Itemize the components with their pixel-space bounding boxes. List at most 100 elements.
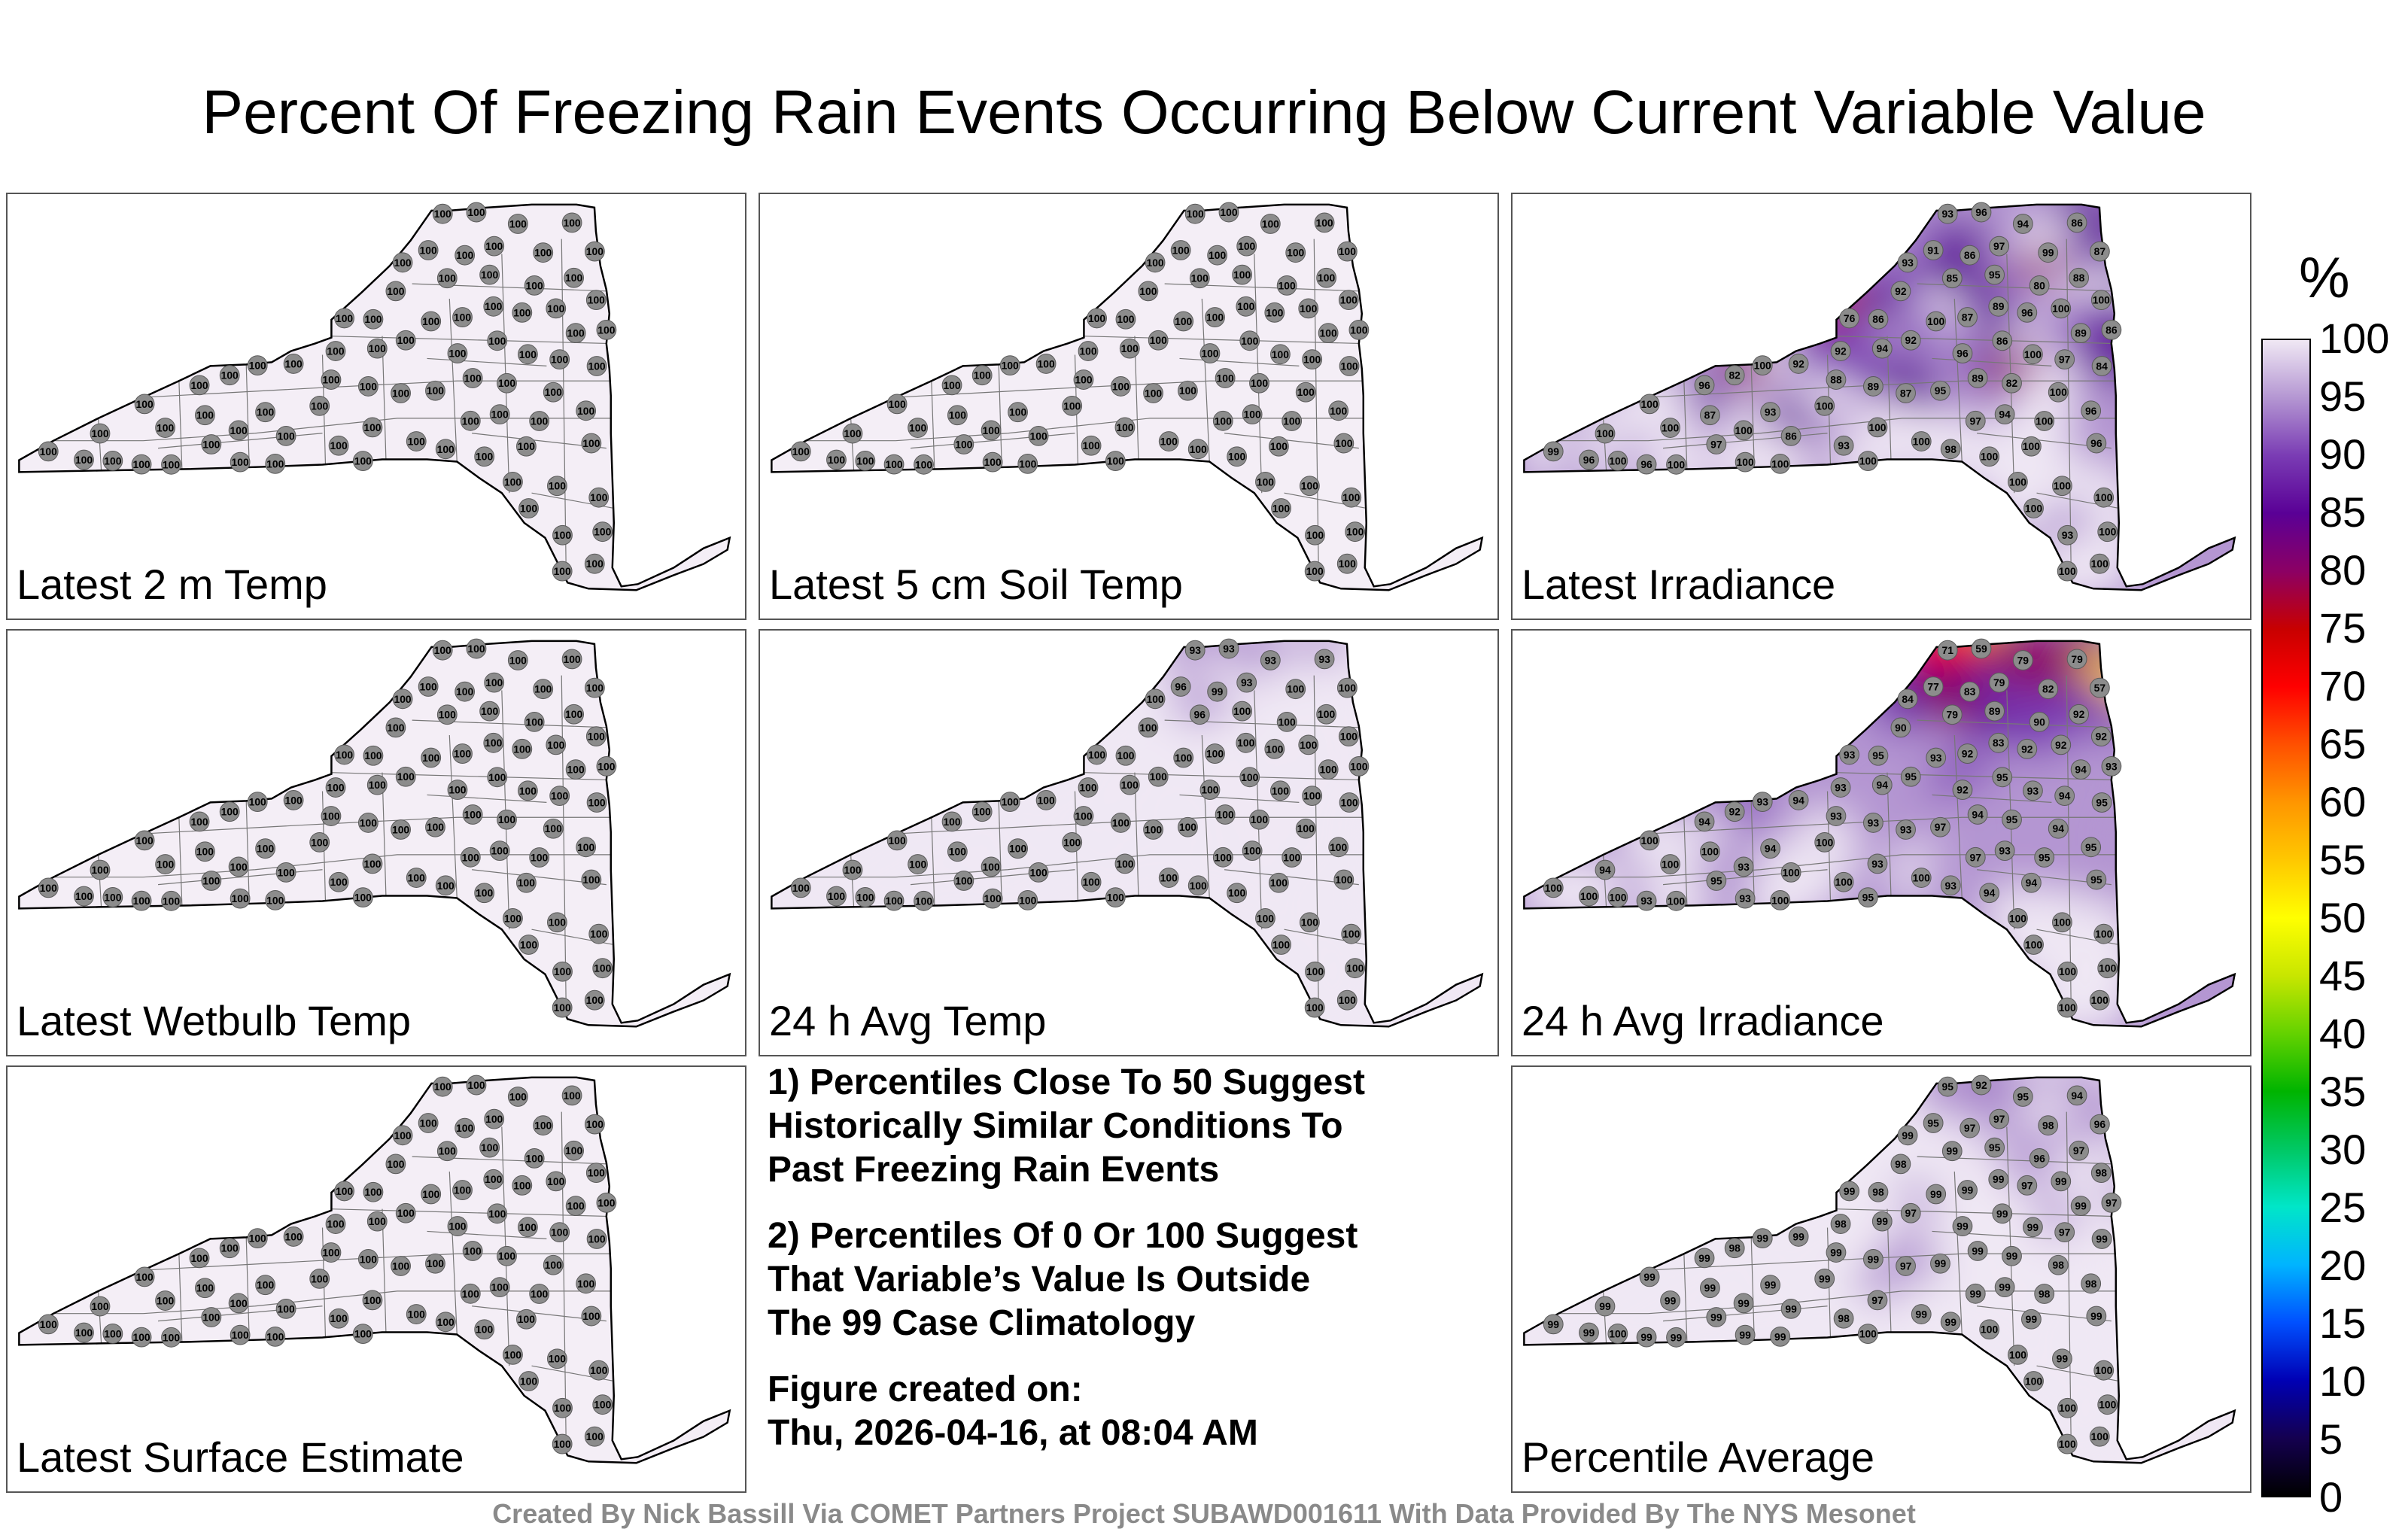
station-dot xyxy=(592,958,613,979)
station-value: 93 xyxy=(2062,529,2074,541)
station-marker: 100 xyxy=(2057,1433,2078,1454)
station-marker: 99 xyxy=(1814,1268,1835,1289)
station-marker: 100 xyxy=(363,745,384,766)
station-dot xyxy=(1733,856,1754,877)
station-dot xyxy=(518,498,539,518)
station-value: 96 xyxy=(2033,1152,2045,1164)
station-value: 99 xyxy=(1844,1185,1856,1197)
station-marker: 100 xyxy=(561,212,582,233)
station-marker: 97 xyxy=(2017,1175,2038,1196)
station-dot xyxy=(1115,745,1136,766)
station-dot xyxy=(596,755,617,777)
station-dot xyxy=(385,1154,406,1175)
station-marker: 100 xyxy=(1304,997,1325,1018)
station-dot xyxy=(189,375,210,396)
station-dot xyxy=(395,766,416,787)
station-value: 100 xyxy=(1320,327,1337,339)
station-dot xyxy=(462,804,483,825)
station-value: 100 xyxy=(1038,357,1055,369)
station-dot xyxy=(487,1203,508,1224)
station-dot xyxy=(479,264,500,285)
station-marker: 100 xyxy=(309,1268,330,1289)
station-marker: 100 xyxy=(2097,1394,2118,1415)
station-dot xyxy=(265,454,286,474)
station-dot xyxy=(512,1175,533,1196)
station-dot xyxy=(1314,649,1335,670)
station-value: 94 xyxy=(2059,790,2071,802)
station-value: 100 xyxy=(545,822,562,834)
station-marker: 100 xyxy=(479,701,500,722)
station-marker: 100 xyxy=(561,649,582,670)
station-marker: 86 xyxy=(1780,425,1801,446)
station-dot xyxy=(189,811,210,832)
station-dot xyxy=(1857,1324,1878,1345)
station-value: 100 xyxy=(1303,790,1321,802)
county-line xyxy=(448,298,458,462)
station-marker: 95 xyxy=(1900,766,1921,787)
station-marker: 100 xyxy=(2008,907,2028,929)
station-dot xyxy=(2054,1222,2075,1243)
station-dot xyxy=(1260,214,1281,234)
station-marker: 100 xyxy=(947,841,968,862)
station-value: 100 xyxy=(481,705,498,717)
station-value: 100 xyxy=(464,808,482,820)
station-dot xyxy=(581,433,602,454)
station-marker: 100 xyxy=(2089,1426,2110,1447)
station-marker: 100 xyxy=(385,281,406,302)
station-marker: 98 xyxy=(1940,439,1961,460)
station-marker: 96 xyxy=(1189,704,1210,725)
station-marker: 100 xyxy=(201,1307,222,1327)
station-marker: 100 xyxy=(321,369,342,390)
station-marker: 100 xyxy=(474,1319,495,1340)
station-value: 99 xyxy=(2096,1233,2108,1245)
station-dot xyxy=(391,1256,411,1276)
station-dot xyxy=(479,701,500,722)
created-timestamp: Figure created on: Thu, 2026-04-16, at 0… xyxy=(768,1369,1258,1453)
station-marker: 100 xyxy=(328,435,349,456)
station-marker: 100 xyxy=(1926,311,1947,332)
station-marker: 100 xyxy=(1305,524,1325,546)
station-marker: 100 xyxy=(455,1117,476,1138)
station-value: 100 xyxy=(955,874,972,886)
station-dot xyxy=(565,759,586,780)
station-dot xyxy=(2029,275,2050,296)
station-value: 100 xyxy=(551,354,568,366)
station-value: 77 xyxy=(1927,680,1939,692)
station-value: 100 xyxy=(1241,771,1258,783)
station-value: 99 xyxy=(1739,1329,1751,1341)
station-dot xyxy=(325,777,346,798)
station-marker: 100 xyxy=(586,356,607,376)
station-value: 100 xyxy=(2059,965,2076,977)
state-outline xyxy=(18,1076,731,1464)
station-value: 88 xyxy=(1830,374,1842,386)
station-dot xyxy=(2086,433,2107,454)
station-value: 96 xyxy=(1640,458,1652,470)
station-value: 95 xyxy=(1989,269,2001,281)
station-marker: 100 xyxy=(1699,841,1720,862)
station-value: 100 xyxy=(163,1331,180,1343)
station-marker: 100 xyxy=(518,935,539,955)
station-marker: 96 xyxy=(1952,343,1973,363)
station-marker: 100 xyxy=(1264,302,1285,323)
station-value: 100 xyxy=(434,1081,451,1093)
station-marker: 94 xyxy=(1760,838,1781,859)
station-dot xyxy=(102,451,123,471)
station-value: 100 xyxy=(582,874,600,886)
station-value: 100 xyxy=(577,405,594,417)
station-marker: 100 xyxy=(421,747,442,768)
station-dot xyxy=(2051,734,2072,755)
station-marker: 92 xyxy=(1900,330,1921,351)
station-value: 100 xyxy=(420,1117,437,1129)
station-dot xyxy=(533,242,554,263)
station-dot xyxy=(265,890,286,910)
station-value: 100 xyxy=(91,1300,108,1312)
station-marker: 100 xyxy=(552,561,573,582)
station-value: 95 xyxy=(1935,385,1947,397)
station-dot xyxy=(2038,242,2059,263)
station-dot xyxy=(1607,451,1628,471)
station-value: 100 xyxy=(1237,300,1254,312)
station-dot xyxy=(1706,1307,1727,1327)
station-marker: 94 xyxy=(1694,811,1715,832)
station-marker: 100 xyxy=(352,887,373,908)
station-value: 79 xyxy=(1993,676,2005,688)
